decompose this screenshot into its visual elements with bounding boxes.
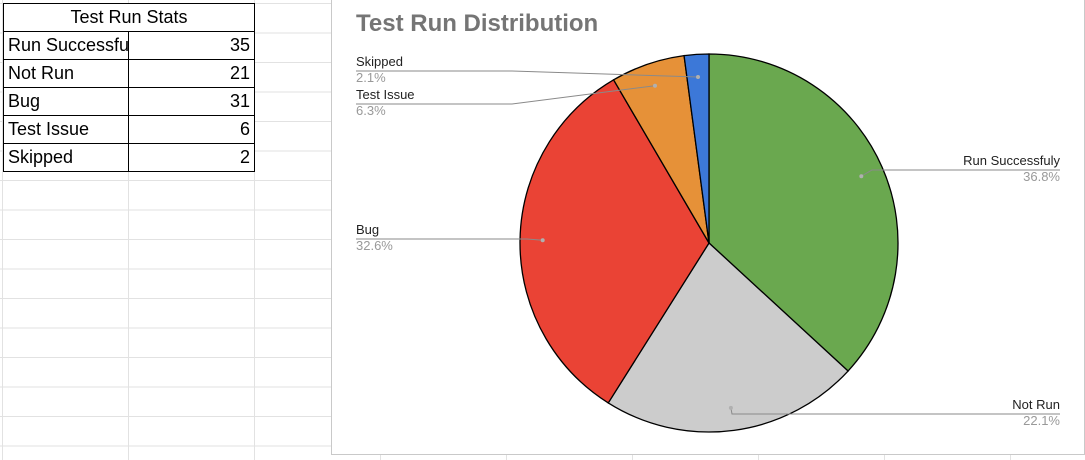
slice-label: Run Successfuly [963,153,1060,168]
table-title[interactable]: Test Run Stats [3,3,255,32]
leader-dot [696,75,700,79]
slice-percent-label: 6.3% [356,103,386,118]
slice-label: Skipped [356,54,403,69]
row-value[interactable]: 35 [128,31,255,60]
row-value[interactable]: 31 [128,87,255,116]
leader-dot [728,405,733,410]
slice-percent-label: 32.6% [356,238,393,253]
chart-card[interactable]: Test Run Distribution Run Successfuly 36.… [331,0,1085,455]
pie-slice-run-successfuly[interactable] [708,53,899,372]
leader-dot [653,83,657,88]
leader-dot [859,174,864,179]
leader-line [861,169,1060,177]
slice-label: Bug [356,222,379,237]
row-value[interactable]: 2 [128,143,255,172]
row-value[interactable]: 6 [128,115,255,144]
row-label[interactable]: Bug [3,87,129,116]
pie-slice-not-run[interactable] [607,241,849,433]
pie-slice-bug[interactable] [519,78,710,404]
leader-line [356,238,543,241]
slice-label: Test Issue [356,87,415,102]
table-row: Run Successfuly 35 [3,31,255,60]
leader-dot [540,238,545,243]
leader-line [730,407,1060,415]
stats-table: Test Run Stats Run Successfuly 35 Not Ru… [3,3,255,172]
slice-label: Not Run [1012,397,1060,412]
leader-line [356,70,699,78]
slice-percent-label: 22.1% [1023,413,1060,428]
slice-percent-label: 2.1% [356,70,386,85]
row-value[interactable]: 21 [128,59,255,88]
row-label[interactable]: Skipped [3,143,129,172]
table-row: Skipped 2 [3,143,255,172]
table-row: Test Issue 6 [3,115,255,144]
leader-line [356,85,656,105]
slice-percent-label: 36.8% [1023,169,1060,184]
pie-slice-skipped[interactable] [683,53,710,244]
table-row: Bug 31 [3,87,255,116]
table-row: Not Run 21 [3,59,255,88]
row-label[interactable]: Not Run [3,59,129,88]
row-label[interactable]: Run Successfuly [3,31,129,60]
row-label[interactable]: Test Issue [3,115,129,144]
slices-layer [519,53,899,433]
table-title-row: Test Run Stats [3,3,255,32]
chart-title: Test Run Distribution [356,10,599,37]
